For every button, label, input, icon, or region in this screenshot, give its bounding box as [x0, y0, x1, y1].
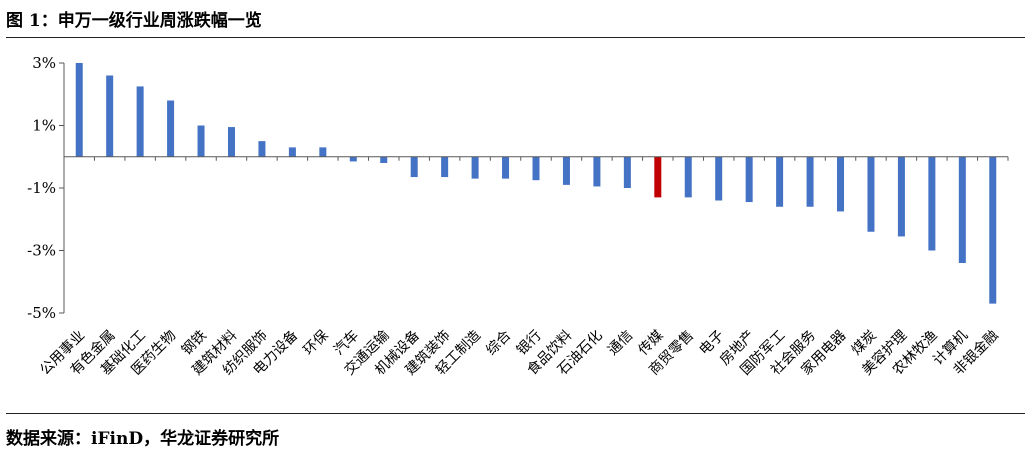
bar	[410, 156, 418, 178]
y-tick-label: -1%	[27, 179, 56, 197]
category-label: 环保	[301, 328, 332, 359]
bar	[75, 63, 83, 157]
bar	[167, 100, 175, 157]
figure-title: 图 1：申万一级行业周涨跌幅一览	[6, 11, 262, 31]
bar	[319, 147, 327, 157]
data-source-note: 数据来源：iFinD，华龙证券研究所	[6, 429, 280, 449]
bar	[623, 156, 631, 188]
bar	[349, 156, 357, 162]
bar	[745, 156, 753, 203]
bar	[471, 156, 479, 179]
bar	[288, 147, 296, 157]
y-tick-label: -5%	[27, 304, 56, 322]
category-label: 通信	[605, 328, 636, 359]
bar	[502, 156, 510, 179]
bar	[532, 156, 540, 181]
bar	[837, 156, 845, 212]
bottom-rule	[6, 413, 1025, 414]
bar	[380, 156, 388, 163]
y-tick-label: 3%	[32, 54, 56, 72]
bar	[958, 156, 966, 263]
bar	[897, 156, 905, 237]
bar	[867, 156, 875, 232]
bar	[715, 156, 723, 201]
bar	[227, 127, 235, 157]
bar	[928, 156, 936, 251]
y-tick-label: -3%	[27, 242, 56, 260]
bar	[258, 141, 266, 157]
bar	[776, 156, 784, 207]
bar	[593, 156, 601, 187]
bar	[562, 156, 570, 185]
bar	[684, 156, 692, 198]
bar	[197, 125, 205, 157]
y-tick-label: 1%	[32, 117, 56, 135]
bar	[136, 86, 144, 157]
bar	[806, 156, 814, 207]
bar	[989, 156, 997, 304]
bar	[106, 75, 114, 157]
category-label: 综合	[483, 328, 514, 359]
bar	[654, 156, 662, 198]
bar	[441, 156, 449, 178]
top-rule	[6, 37, 1025, 38]
